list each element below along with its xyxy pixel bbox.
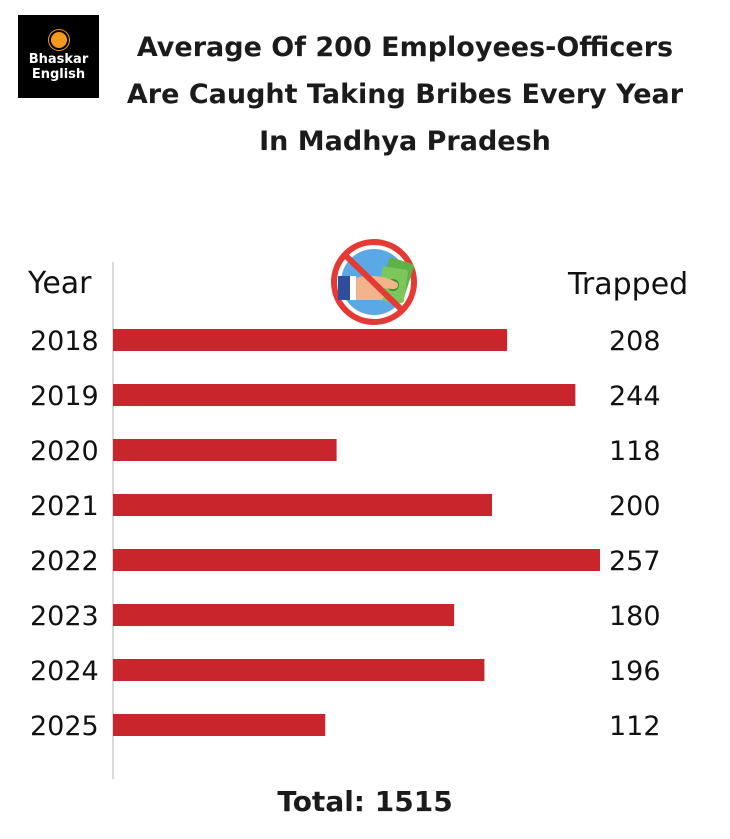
logo-line-1: Bhaskar (28, 51, 89, 67)
chart-title: Average Of 200 Employees-Officers Are Ca… (100, 24, 710, 165)
value-label-2022: 257 (609, 546, 661, 577)
value-label-2023: 180 (609, 601, 661, 632)
year-label-2020: 2020 (30, 436, 99, 467)
year-label-2022: 2022 (30, 546, 99, 577)
title-line-3: In Madhya Pradesh (259, 126, 551, 157)
value-label-2018: 208 (609, 326, 661, 357)
value-label-2024: 196 (609, 656, 661, 687)
year-label-2018: 2018 (30, 326, 99, 357)
year-label-2024: 2024 (30, 656, 99, 687)
logo-line-2: English (31, 66, 86, 82)
bar-2020 (113, 439, 337, 461)
bhaskar-english-logo: Bhaskar English (18, 15, 99, 98)
y-axis-line (112, 262, 114, 779)
title-line-1: Average Of 200 Employees-Officers (136, 32, 674, 63)
year-label-2021: 2021 (30, 491, 99, 522)
value-label-2020: 118 (609, 436, 661, 467)
year-label-2019: 2019 (30, 381, 99, 412)
bar-2025 (113, 714, 326, 736)
bar-2019 (113, 384, 576, 406)
bar-2022 (113, 549, 600, 571)
title-line-2: Are Caught Taking Bribes Every Year (126, 79, 684, 110)
sun-icon (50, 31, 67, 48)
total-label: Total: 1515 (277, 785, 453, 818)
value-label-2019: 244 (609, 381, 661, 412)
bar-2021 (113, 494, 492, 516)
year-column-header: Year (28, 266, 92, 301)
value-label-2025: 112 (609, 711, 661, 742)
year-label-2023: 2023 (30, 601, 99, 632)
trapped-column-header: Trapped (568, 267, 689, 302)
value-label-2021: 200 (609, 491, 661, 522)
bar-2018 (113, 329, 508, 351)
bar-2024 (113, 659, 485, 681)
bar-2023 (113, 604, 455, 626)
no-bribe-icon (331, 239, 417, 325)
year-label-2025: 2025 (30, 711, 99, 742)
